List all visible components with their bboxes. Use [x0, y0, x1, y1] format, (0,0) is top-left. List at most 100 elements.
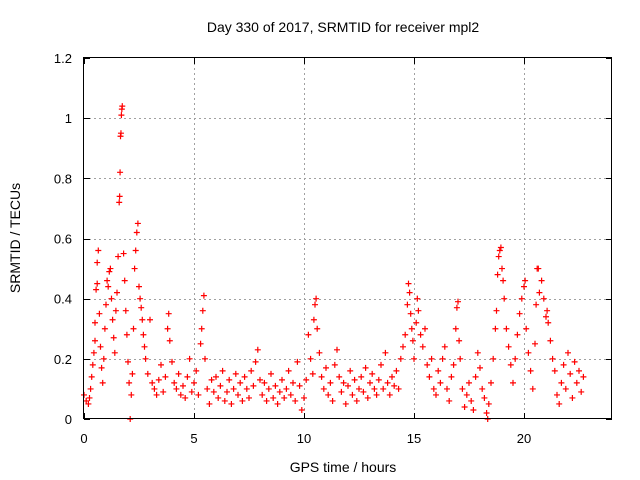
data-point	[496, 247, 503, 254]
data-point	[110, 334, 117, 341]
data-point	[298, 406, 305, 413]
x-tick-label: 10	[297, 431, 311, 446]
data-point	[114, 289, 120, 296]
data-point	[128, 391, 135, 398]
data-point	[87, 385, 94, 392]
data-point	[250, 382, 257, 389]
data-point	[153, 391, 160, 398]
data-point	[312, 301, 318, 308]
data-point	[544, 307, 551, 314]
data-point	[155, 376, 162, 383]
data-point	[347, 367, 354, 374]
data-point	[119, 103, 126, 110]
data-point	[285, 367, 292, 374]
data-point	[141, 343, 148, 350]
data-point	[554, 391, 560, 398]
data-point	[137, 295, 144, 302]
data-point	[375, 376, 382, 383]
data-point	[140, 331, 147, 338]
data-point	[457, 355, 464, 362]
data-point	[351, 376, 358, 383]
data-point	[200, 292, 207, 299]
data-point	[490, 355, 497, 362]
data-point	[497, 244, 504, 251]
y-tick-label: 0	[65, 412, 72, 427]
data-point	[136, 283, 142, 290]
data-point	[177, 391, 184, 398]
data-point	[215, 394, 222, 401]
data-point	[558, 379, 565, 386]
data-point	[413, 319, 420, 326]
data-point	[371, 385, 378, 392]
data-point	[142, 355, 149, 362]
data-point	[276, 388, 283, 395]
data-point	[494, 271, 501, 278]
x-axis-label: GPS time / hours	[290, 459, 397, 475]
data-point	[358, 373, 365, 380]
data-point	[331, 361, 338, 368]
data-point	[466, 379, 472, 386]
data-point	[290, 379, 296, 386]
data-point	[94, 280, 101, 287]
data-point	[500, 277, 507, 284]
data-point	[263, 397, 270, 404]
data-point	[369, 370, 376, 377]
data-points	[81, 103, 587, 422]
data-point	[545, 319, 552, 326]
y-axis-label: SRMTID / TECUs	[7, 183, 23, 293]
data-point	[281, 394, 288, 401]
data-point	[96, 310, 103, 317]
data-point	[404, 301, 411, 308]
x-tick-label: 15	[407, 431, 421, 446]
data-point	[329, 397, 336, 404]
data-point	[382, 349, 389, 356]
data-point	[301, 394, 307, 401]
data-point	[481, 394, 488, 401]
data-point	[448, 373, 455, 380]
data-point	[338, 388, 345, 395]
data-point	[89, 361, 96, 368]
data-point	[126, 379, 133, 386]
data-point	[536, 289, 543, 296]
data-point	[551, 367, 558, 374]
data-point	[569, 394, 576, 401]
data-point	[576, 367, 582, 374]
data-point	[83, 397, 90, 404]
data-point	[243, 385, 250, 392]
data-point	[198, 325, 205, 332]
data-point	[186, 355, 193, 362]
data-point	[151, 385, 158, 392]
data-point	[525, 349, 532, 356]
data-point	[118, 112, 125, 119]
data-point	[360, 388, 367, 395]
data-point	[149, 379, 156, 386]
data-point	[549, 355, 556, 362]
data-point	[378, 361, 384, 368]
data-point	[461, 403, 468, 410]
data-point	[406, 289, 413, 296]
data-point	[522, 277, 529, 284]
data-point	[323, 364, 329, 371]
data-point	[417, 331, 424, 338]
data-point	[342, 400, 349, 407]
grid-lines	[84, 58, 612, 419]
data-point	[254, 346, 261, 353]
data-point	[362, 364, 369, 371]
data-point	[261, 379, 268, 386]
data-point	[123, 331, 130, 338]
data-point	[543, 313, 549, 320]
data-point	[202, 355, 208, 362]
data-point	[162, 373, 169, 380]
data-point	[195, 391, 202, 398]
plot-frame	[83, 57, 612, 419]
y-tick-label: 0.6	[54, 232, 72, 247]
data-point	[510, 379, 516, 386]
data-point	[516, 310, 523, 317]
data-point	[518, 295, 525, 302]
y-tick-label: 1	[65, 111, 72, 126]
data-point	[336, 373, 343, 380]
data-point	[305, 331, 312, 338]
data-point	[219, 367, 226, 374]
data-point	[252, 358, 259, 365]
